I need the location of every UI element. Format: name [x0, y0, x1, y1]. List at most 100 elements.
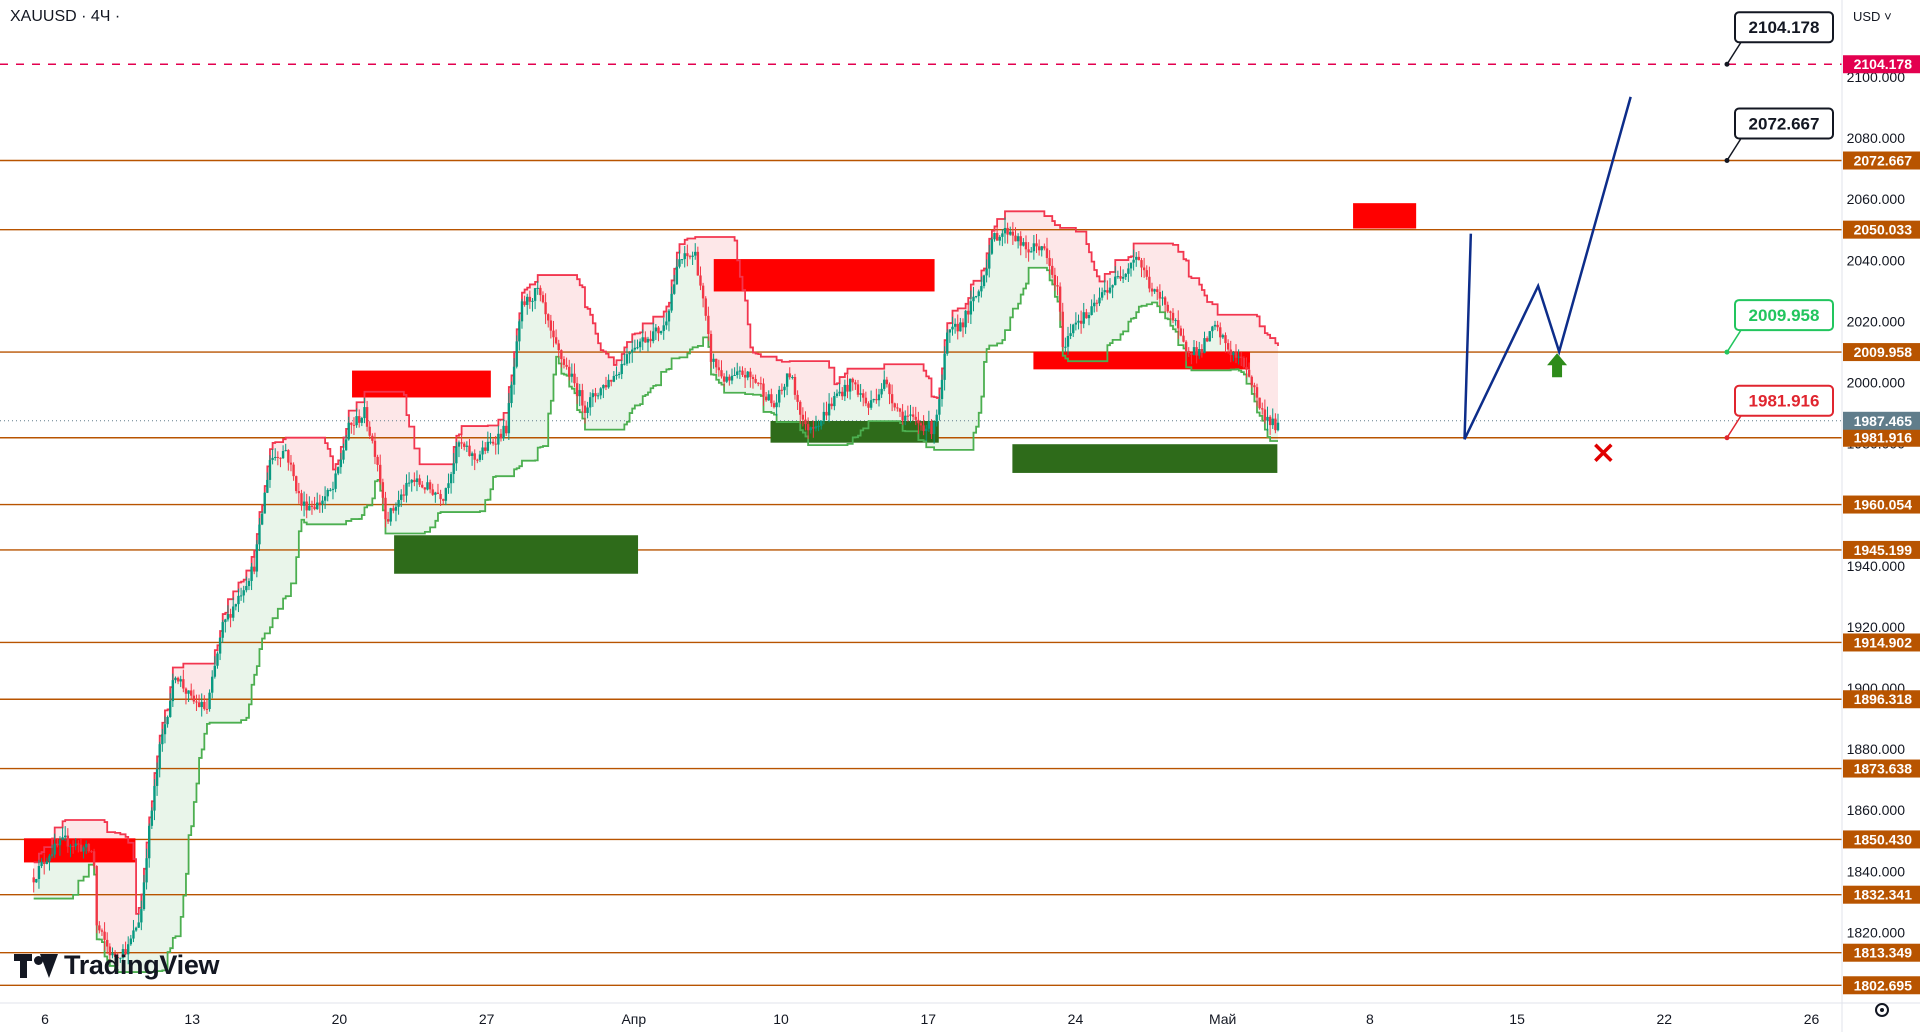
candle — [641, 329, 644, 351]
candle — [1016, 233, 1020, 249]
tradingview-logo-icon — [14, 953, 58, 978]
candle — [570, 363, 574, 383]
candle — [772, 400, 776, 409]
candle — [418, 474, 421, 488]
candle — [1232, 350, 1235, 362]
candle — [854, 379, 857, 390]
candle — [814, 415, 818, 432]
candle — [1027, 242, 1030, 262]
current-price-tag-bg — [1843, 411, 1920, 430]
candle — [329, 488, 332, 492]
candle — [53, 833, 56, 858]
candle — [137, 913, 140, 929]
candle — [536, 281, 539, 295]
candle — [851, 377, 854, 391]
candle — [497, 425, 500, 455]
candle — [885, 376, 889, 388]
callout-label: 2009.958 — [1749, 306, 1820, 325]
candle — [363, 397, 366, 424]
candle — [447, 473, 450, 494]
candle — [284, 443, 287, 452]
candle — [64, 826, 67, 842]
candle — [1224, 332, 1227, 353]
candle — [421, 481, 424, 489]
candle — [1242, 356, 1246, 369]
candle — [806, 417, 810, 440]
candle — [192, 689, 196, 705]
candle — [161, 728, 164, 752]
candle — [599, 387, 602, 400]
candle — [1161, 290, 1164, 306]
candle — [171, 673, 175, 707]
y-tick-label: 1820.000 — [1847, 924, 1906, 940]
candle — [1190, 352, 1193, 365]
candle — [646, 336, 650, 352]
candle — [995, 225, 999, 241]
candle — [791, 375, 794, 380]
resistance-zone — [713, 259, 935, 292]
candle — [436, 483, 440, 495]
level-price-tag-bg — [1843, 759, 1920, 778]
candle — [1219, 322, 1222, 345]
settings-icon[interactable] — [1875, 1003, 1889, 1017]
candle — [959, 317, 962, 332]
upper-band-fill — [33, 211, 1278, 959]
candle — [843, 379, 847, 401]
candle — [478, 450, 482, 463]
price-callout: 2104.178 — [1724, 11, 1834, 67]
candle — [883, 370, 886, 392]
candle — [778, 385, 781, 408]
candle — [331, 481, 335, 500]
candle — [617, 371, 621, 379]
candle — [100, 928, 104, 936]
candle — [720, 360, 723, 379]
level-price-tag: 1850.430 — [1854, 831, 1913, 847]
candle — [197, 694, 201, 708]
candle — [258, 518, 261, 552]
candle — [890, 384, 894, 412]
candle — [184, 687, 188, 705]
candle — [365, 400, 369, 432]
price-callout: 2072.667 — [1724, 107, 1834, 164]
candle — [1166, 301, 1169, 314]
candle — [825, 401, 828, 421]
candle — [203, 695, 206, 711]
candle — [484, 442, 487, 455]
candle — [1111, 284, 1114, 299]
level-price-tag: 1896.318 — [1854, 691, 1913, 707]
candle — [667, 308, 671, 332]
candle — [127, 936, 130, 965]
candle — [1156, 286, 1159, 301]
candle — [670, 286, 673, 313]
currency-selector[interactable]: USD ˅ — [1853, 9, 1892, 24]
candle — [659, 330, 663, 335]
candle — [1037, 239, 1041, 256]
candle — [69, 844, 72, 858]
candle — [352, 417, 356, 436]
price-callout: 1981.916 — [1724, 384, 1834, 441]
candle — [1237, 349, 1240, 365]
candle — [394, 502, 398, 522]
candle — [455, 441, 458, 471]
symbol-label[interactable]: XAUUSD · 4Ч · — [10, 8, 121, 25]
candle — [281, 445, 285, 459]
candle — [636, 339, 639, 350]
candle — [145, 848, 148, 890]
candle — [633, 339, 637, 352]
candle — [226, 605, 230, 622]
candle — [1240, 352, 1243, 367]
candle — [940, 374, 944, 407]
candle — [468, 439, 471, 457]
candle — [489, 432, 492, 445]
candle — [827, 393, 831, 423]
candle — [213, 656, 217, 679]
candle — [182, 669, 185, 693]
candle — [381, 478, 385, 505]
candle — [334, 470, 337, 493]
candle — [932, 420, 936, 444]
candle — [1169, 310, 1172, 320]
candle — [205, 699, 209, 715]
candle — [405, 474, 408, 503]
y-tick-label: 2020.000 — [1847, 313, 1906, 329]
